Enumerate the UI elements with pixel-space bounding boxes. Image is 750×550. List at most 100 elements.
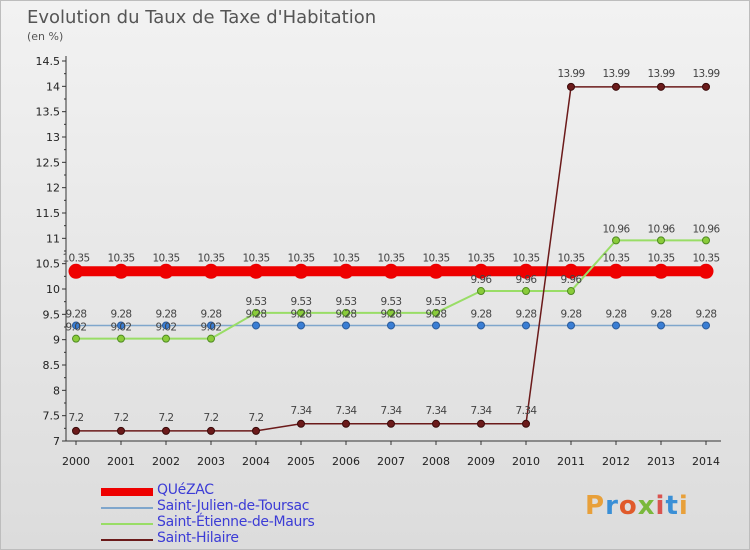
x-tick-label: 2007 <box>377 455 405 468</box>
data-label: 10.35 <box>62 252 89 264</box>
data-label: 9.28 <box>426 308 447 320</box>
axes: 7 7.5 8 8.5 9 9.5 10 10.5 11 11.5 12 12.5 13 13.5 14 14… <box>36 55 721 468</box>
data-point <box>72 334 80 343</box>
data-point <box>522 419 530 428</box>
data-point <box>252 308 260 317</box>
y-tick-label: 12 <box>46 182 60 195</box>
data-point <box>342 419 350 428</box>
data-point <box>297 308 305 317</box>
data-label: 10.35 <box>647 252 674 264</box>
data-label: 9.02 <box>201 322 222 334</box>
data-point <box>342 321 350 330</box>
y-tick-label: 12.5 <box>36 156 61 169</box>
data-point <box>162 321 170 330</box>
data-label: 7.34 <box>291 405 313 417</box>
data-label: 13.99 <box>692 68 719 80</box>
data-point <box>477 419 485 428</box>
data-label: 9.28 <box>336 308 357 320</box>
data-label: 10.35 <box>377 252 404 264</box>
data-label: 7.34 <box>516 405 538 417</box>
x-tick-label: 2009 <box>467 455 495 468</box>
y-tick-label: 7.5 <box>43 410 61 423</box>
data-label: 9.28 <box>561 308 582 320</box>
y-tick-label: 14 <box>46 80 60 93</box>
data-label: 9.28 <box>651 308 672 320</box>
data-point <box>207 426 215 435</box>
data-labels-layer: 10.35 10.35 10.35 10.35 10.35 10.35 10.35 10.35… <box>62 68 721 424</box>
y-tick-label: 10.5 <box>36 258 61 271</box>
data-point <box>293 263 309 279</box>
data-label: 10.96 <box>647 223 675 235</box>
data-label: 10.35 <box>287 252 314 264</box>
data-point <box>432 419 440 428</box>
logo-letter: x <box>637 491 656 521</box>
data-label: 10.35 <box>152 252 179 264</box>
data-label: 9.28 <box>156 308 177 320</box>
x-tick-label: 2002 <box>152 455 180 468</box>
data-point <box>567 287 575 296</box>
series-2 <box>72 236 710 343</box>
data-label: 9.02 <box>111 322 132 334</box>
data-point <box>252 426 260 435</box>
data-label: 9.96 <box>561 274 583 286</box>
data-label: 9.53 <box>426 296 447 308</box>
x-tick-label: 2006 <box>332 455 360 468</box>
series-layer <box>68 82 714 435</box>
data-label: 9.53 <box>381 296 402 308</box>
data-label: 13.99 <box>647 68 674 80</box>
legend-swatch <box>101 488 153 496</box>
data-point <box>117 426 125 435</box>
data-point <box>68 263 84 279</box>
data-point <box>473 263 489 279</box>
data-point <box>207 334 215 343</box>
y-tick-label: 8 <box>53 384 60 397</box>
data-label: 9.28 <box>381 308 402 320</box>
data-point <box>657 82 665 91</box>
series-0 <box>68 263 714 279</box>
data-point <box>702 236 710 245</box>
data-label: 7.34 <box>381 405 403 417</box>
data-label: 10.35 <box>557 252 584 264</box>
logo-letter: i <box>678 491 689 521</box>
data-label: 10.96 <box>692 223 720 235</box>
legend-swatch <box>101 507 153 509</box>
data-point <box>117 321 125 330</box>
data-label: 9.53 <box>246 296 267 308</box>
data-label: 7.34 <box>426 405 448 417</box>
data-point <box>117 334 125 343</box>
data-label: 13.99 <box>557 68 584 80</box>
data-label: 9.53 <box>336 296 357 308</box>
data-label: 10.35 <box>332 252 359 264</box>
data-point <box>203 263 219 279</box>
data-point <box>248 263 264 279</box>
data-point <box>383 263 399 279</box>
x-tick-label: 2011 <box>557 455 585 468</box>
data-point <box>567 82 575 91</box>
data-point <box>563 263 579 279</box>
data-point <box>612 321 620 330</box>
series-3 <box>72 82 710 435</box>
logo-letter: i <box>655 491 666 521</box>
data-label: 9.28 <box>246 308 267 320</box>
y-tick-label: 11 <box>46 232 60 245</box>
data-point <box>522 321 530 330</box>
data-point <box>612 236 620 245</box>
data-label: 9.53 <box>291 296 312 308</box>
chart-title: Evolution du Taux de Taxe d'Habitation <box>27 7 377 28</box>
logo-letter: P <box>585 491 606 521</box>
data-label: 7.2 <box>204 412 219 424</box>
data-point <box>657 236 665 245</box>
data-label: 9.28 <box>201 308 222 320</box>
data-point <box>428 263 444 279</box>
data-label: 10.35 <box>242 252 269 264</box>
data-label: 10.35 <box>467 252 494 264</box>
data-point <box>612 82 620 91</box>
data-point <box>522 287 530 296</box>
data-point <box>113 263 129 279</box>
data-label: 9.28 <box>471 308 492 320</box>
data-label: 9.96 <box>471 274 493 286</box>
data-label: 7.2 <box>69 412 84 424</box>
data-label: 7.2 <box>249 412 264 424</box>
